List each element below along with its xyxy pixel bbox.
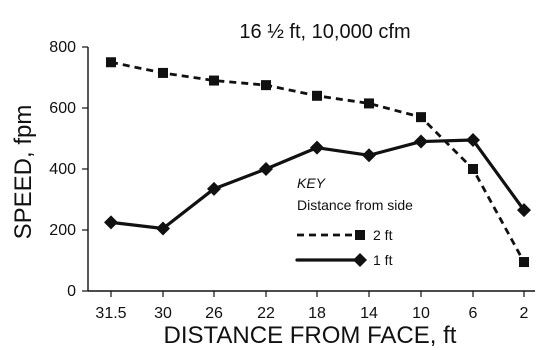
y-tick-label-400: 400 <box>49 161 76 178</box>
data-point-1-ft-14 <box>362 148 376 163</box>
x-tick-label-31-5: 31.5 <box>95 305 126 322</box>
axes-group: 0 200 400 600 800 31.5 30 26 22 18 14 10 6 2 <box>49 39 535 322</box>
x-tick-label-2: 2 <box>520 305 529 322</box>
legend-subtitle: Distance from side <box>297 197 413 213</box>
x-tick-label-30: 30 <box>154 305 172 322</box>
legend-marker-2-ft <box>355 230 365 240</box>
y-tick-label-200: 200 <box>49 222 76 239</box>
x-tick-label-18: 18 <box>308 305 326 322</box>
series-group <box>104 57 531 268</box>
data-point-2-ft-18 <box>312 90 322 101</box>
legend: KEY Distance from side 2 ft 1 ft <box>295 175 413 268</box>
legend-key-label: KEY <box>297 175 327 191</box>
y-tick-label-0: 0 <box>67 283 76 300</box>
data-point-2-ft-31-5 <box>106 57 116 68</box>
data-point-2-ft-22 <box>261 80 271 91</box>
data-point-1-ft-26 <box>207 181 221 196</box>
data-point-1-ft-30 <box>156 221 170 236</box>
data-point-1-ft-2 <box>517 203 531 218</box>
legend-label-2-ft: 2 ft <box>373 227 393 243</box>
data-point-1-ft-6 <box>466 133 480 148</box>
data-point-1-ft-18 <box>310 140 324 155</box>
y-axis-label: SPEED, fpm <box>10 105 37 240</box>
x-tick-label-10: 10 <box>412 305 430 322</box>
data-point-1-ft-31-5 <box>104 215 118 230</box>
data-point-2-ft-14 <box>364 98 374 109</box>
data-point-2-ft-2 <box>519 257 529 268</box>
chart-title: 16 ½ ft, 10,000 cfm <box>239 21 410 43</box>
x-tick-label-22: 22 <box>257 305 275 322</box>
x-tick-label-14: 14 <box>360 305 378 322</box>
x-axis-label: DISTANCE FROM FACE, ft <box>164 322 457 349</box>
legend-label-1-ft: 1 ft <box>373 252 393 268</box>
data-point-2-ft-6 <box>468 164 478 174</box>
y-tick-label-600: 600 <box>49 100 76 117</box>
x-tick-label-26: 26 <box>205 305 223 322</box>
y-tick-label-800: 800 <box>49 39 76 56</box>
data-point-2-ft-10 <box>416 112 426 123</box>
data-point-1-ft-10 <box>414 134 428 149</box>
data-point-1-ft-22 <box>259 162 273 176</box>
data-point-2-ft-26 <box>209 75 219 86</box>
legend-marker-1-ft <box>353 253 367 267</box>
x-tick-label-6: 6 <box>469 305 478 322</box>
data-point-2-ft-30 <box>158 67 168 78</box>
